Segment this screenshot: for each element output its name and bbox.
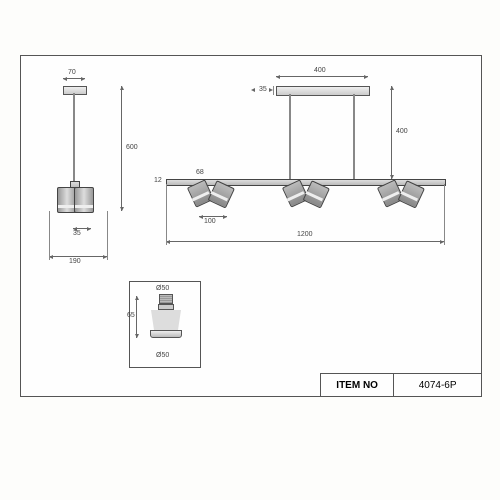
side-rod <box>73 93 75 183</box>
dim-plate-width <box>276 76 368 77</box>
dim-side-plate-w <box>63 78 85 79</box>
dim-side-depth <box>73 228 91 229</box>
dim-side-height <box>121 86 122 211</box>
dim-plate-height-label: 35 <box>259 86 267 93</box>
dim-spacing <box>199 216 227 217</box>
dim-drop-label: 400 <box>396 128 408 135</box>
dim-overall-width-label: 1200 <box>297 231 313 238</box>
title-value: 4074-6P <box>394 374 481 396</box>
dim-plate-width-label: 400 <box>314 67 326 74</box>
drawing-frame: 400 35 400 12 68 100 1200 70 600 35 <box>20 55 482 397</box>
dim-side-plate-w-label: 70 <box>68 69 76 76</box>
dim-side-depth-label: 35 <box>73 230 81 237</box>
dim-bulb-height-label: 65 <box>127 312 135 319</box>
dim-bulb-height <box>136 296 137 338</box>
dim-bar-height: 12 <box>154 177 162 184</box>
bulb-detail-box: Ø50 Ø50 65 <box>129 281 201 368</box>
rod-left <box>289 94 291 179</box>
bulb <box>150 294 182 338</box>
side-spot-front <box>74 187 94 213</box>
dim-side-190 <box>49 256 107 257</box>
dim-overall-width <box>166 241 444 242</box>
dim-bulb-dia-top: Ø50 <box>156 285 169 292</box>
rod-right <box>353 94 355 179</box>
dim-side-190-label: 190 <box>69 258 81 265</box>
dim-side-height-label: 600 <box>126 144 138 151</box>
dim-canopy-h: 68 <box>196 169 204 176</box>
dim-bulb-dia-bot: Ø50 <box>156 352 169 359</box>
side-ceiling-plate <box>63 86 87 95</box>
dim-drop <box>391 86 392 179</box>
title-label: ITEM NO <box>321 374 394 396</box>
dim-spacing-label: 100 <box>204 218 216 225</box>
title-block: ITEM NO 4074-6P <box>320 373 482 397</box>
